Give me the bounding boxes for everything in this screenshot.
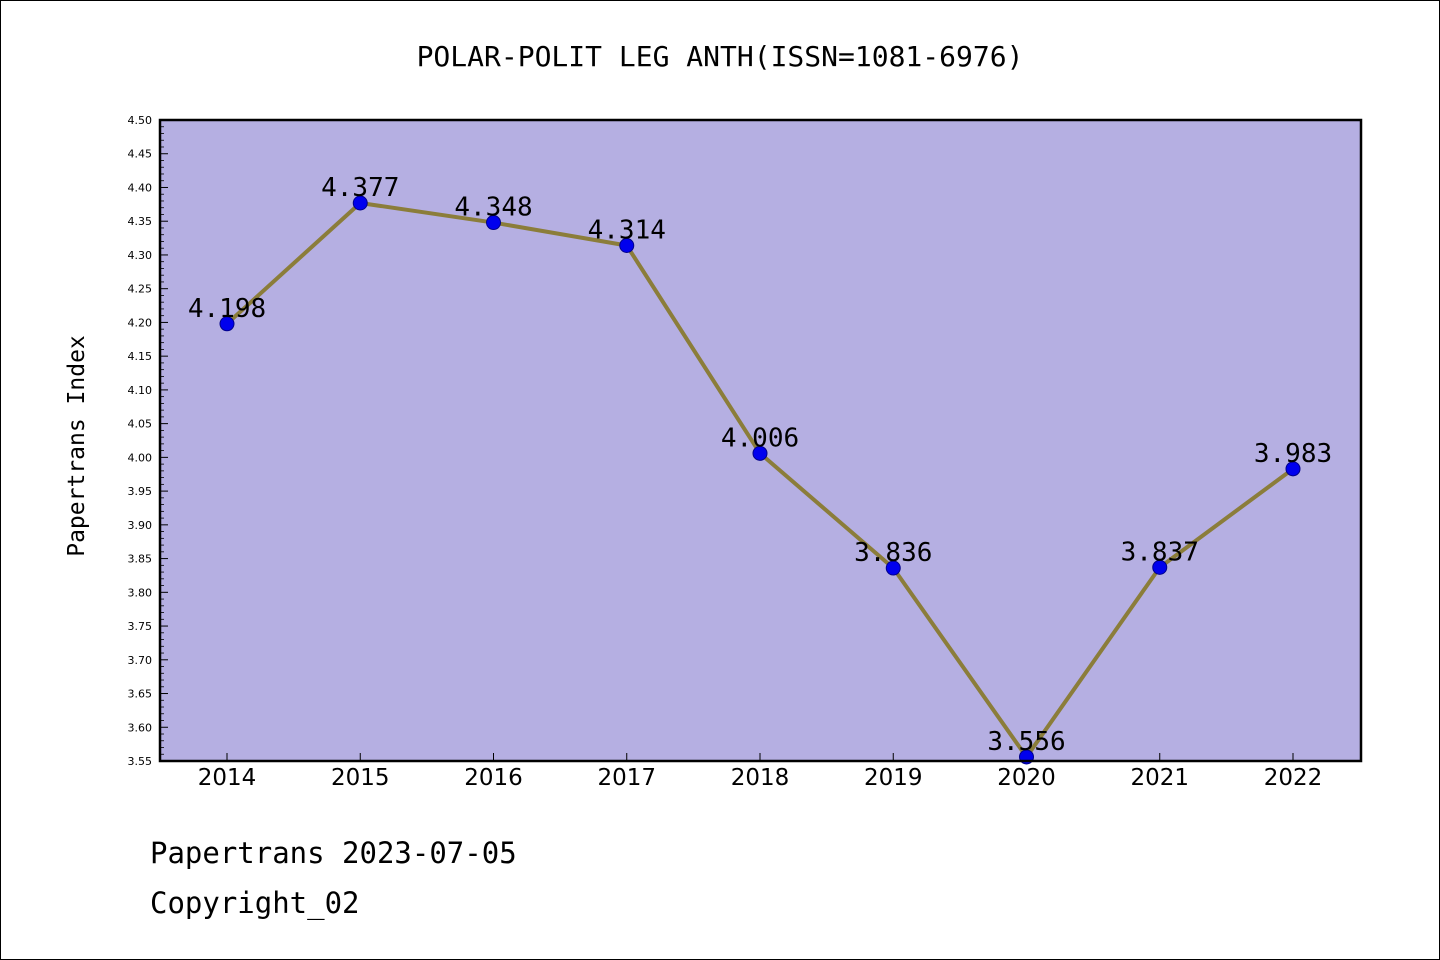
data-label: 4.377 [321, 173, 399, 203]
data-point [1285, 461, 1301, 477]
plot-area [160, 120, 1361, 761]
y-tick-label: 3.75 [128, 620, 153, 633]
chart-title: POLAR-POLIT LEG ANTH(ISSN=1081-6976) [417, 40, 1024, 73]
data-label: 3.556 [987, 727, 1065, 757]
data-label: 4.006 [721, 423, 799, 453]
data-label: 4.314 [588, 216, 666, 246]
x-axis-ticks: 2014 2015 2016 2017 2018 2019 2020 2021 2022 [198, 753, 1323, 791]
footer-date-line: Papertrans 2023-07-05 [150, 836, 517, 870]
data-label: 4.348 [454, 193, 532, 223]
data-point [752, 445, 768, 461]
x-tick-label: 2018 [731, 765, 790, 791]
y-tick-label: 3.60 [128, 721, 153, 734]
plot-border [158, 118, 1363, 763]
y-tick-label: 4.10 [128, 384, 153, 397]
y-tick-label: 4.40 [128, 181, 153, 194]
footer-copyright-line: Copyright_02 [150, 886, 360, 920]
x-tick-label: 2017 [597, 765, 656, 791]
y-tick-label: 4.20 [128, 316, 153, 329]
y-tick-label: 3.70 [128, 654, 153, 667]
y-tick-label: 3.95 [128, 485, 153, 498]
y-tick-label: 4.05 [128, 418, 153, 431]
data-label: 3.837 [1121, 537, 1199, 567]
data-label: 4.198 [188, 294, 266, 324]
data-label: 3.836 [854, 538, 932, 568]
x-tick-label: 2020 [997, 765, 1056, 791]
data-labels: 4.198 4.377 4.348 4.314 4.006 3.836 3.556 3.837… [188, 173, 1332, 757]
y-tick-label: 3.55 [128, 755, 153, 768]
x-tick-label: 2019 [864, 765, 923, 791]
x-tick-label: 2022 [1264, 765, 1323, 791]
y-axis-ticks: 3.55 3.60 3.65 3.70 3.75 3.80 3.85 3.90 3.95 4.00… [128, 114, 168, 768]
y-tick-label: 3.90 [128, 519, 153, 532]
data-point [486, 215, 501, 231]
y-tick-label: 4.35 [128, 215, 153, 228]
data-point [619, 238, 635, 254]
data-points [219, 195, 1301, 765]
y-tick-label: 4.50 [128, 114, 153, 127]
data-point [219, 316, 235, 332]
x-tick-label: 2021 [1130, 765, 1189, 791]
data-point [1152, 559, 1168, 575]
y-tick-label: 4.25 [128, 283, 153, 296]
x-tick-label: 2014 [198, 765, 257, 791]
y-tick-label: 3.85 [128, 553, 153, 566]
y-tick-label: 4.15 [128, 350, 153, 363]
y-tick-label: 4.45 [128, 148, 153, 161]
y-tick-label: 3.80 [128, 586, 153, 599]
data-point [352, 195, 368, 211]
y-axis-label: Papertrans Index [64, 335, 90, 557]
x-tick-label: 2015 [331, 765, 390, 791]
y-tick-label: 3.65 [128, 688, 153, 701]
data-point [885, 560, 901, 576]
y-tick-label: 4.00 [128, 451, 153, 464]
data-label: 3.983 [1254, 439, 1332, 469]
y-tick-label: 4.30 [128, 249, 153, 262]
x-tick-label: 2016 [464, 765, 523, 791]
